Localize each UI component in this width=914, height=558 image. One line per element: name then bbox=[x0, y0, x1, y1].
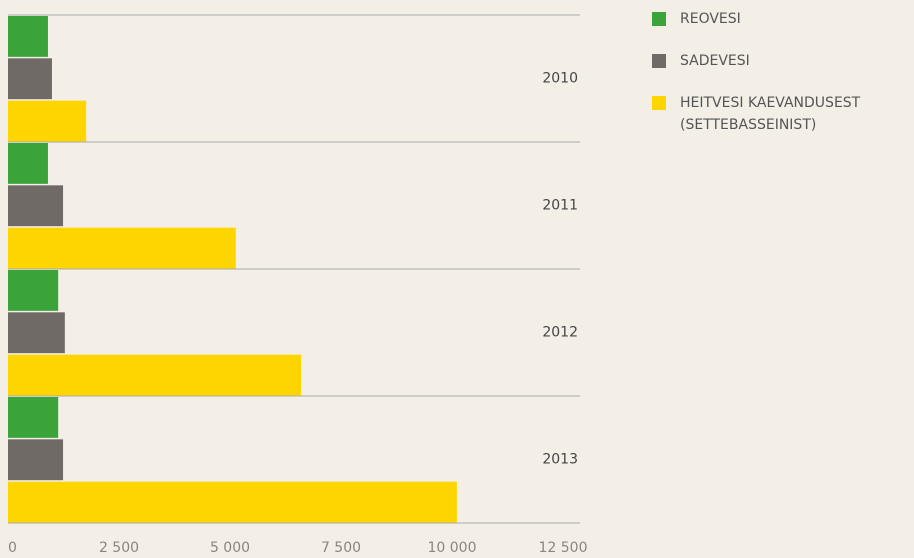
legend-label: HEITVESI KAEVANDUSEST (SETTEBASSEINIST) bbox=[680, 95, 861, 133]
category-label: 2011 bbox=[542, 198, 578, 214]
bar bbox=[8, 100, 87, 142]
legend-swatch bbox=[652, 96, 666, 110]
category-label: 2013 bbox=[542, 452, 578, 468]
legend-swatch bbox=[652, 12, 666, 26]
bar bbox=[8, 270, 59, 311]
category-label: 2012 bbox=[542, 325, 578, 341]
x-tick-label: 7 500 bbox=[321, 540, 361, 556]
bar bbox=[8, 439, 64, 481]
x-tick-label: 5 000 bbox=[210, 540, 250, 556]
legend-item: HEITVESI KAEVANDUSEST (SETTEBASSEINIST) bbox=[652, 92, 914, 136]
legend-label: REOVESI bbox=[680, 11, 741, 27]
bar bbox=[8, 16, 48, 57]
x-tick-label: 10 000 bbox=[428, 540, 477, 556]
bar bbox=[8, 354, 302, 396]
bar bbox=[8, 397, 59, 438]
legend-label: SADEVESI bbox=[680, 53, 750, 69]
legend-item: REOVESI bbox=[652, 8, 914, 30]
x-tick-label: 12 500 bbox=[539, 540, 588, 556]
bar bbox=[8, 143, 48, 184]
bar bbox=[8, 312, 65, 354]
legend: REOVESI SADEVESI HEITVESI KAEVANDUSEST (SE… bbox=[652, 8, 914, 156]
bar bbox=[8, 227, 236, 269]
bar bbox=[8, 185, 64, 227]
legend-swatch bbox=[652, 54, 666, 68]
x-tick-label: 0 bbox=[8, 540, 17, 556]
bar bbox=[8, 58, 52, 100]
legend-item: SADEVESI bbox=[652, 50, 914, 72]
bar bbox=[8, 481, 457, 523]
x-tick-label: 2 500 bbox=[99, 540, 139, 556]
category-label: 2010 bbox=[542, 71, 578, 87]
